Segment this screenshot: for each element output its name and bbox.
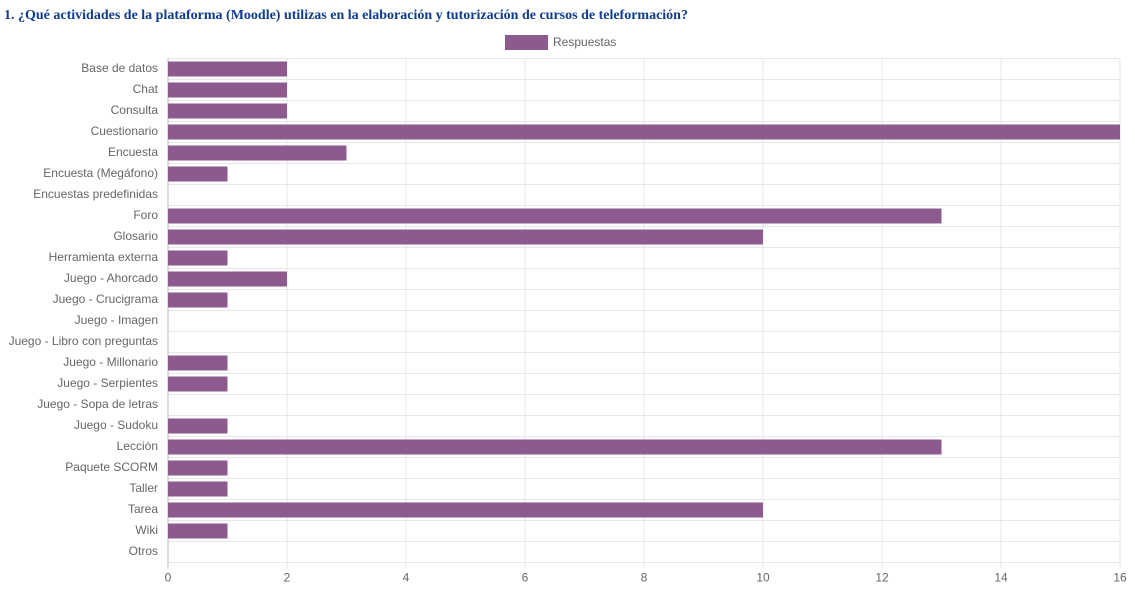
y-tick-label: Juego - Imagen [75,313,158,327]
bar [168,460,228,476]
bar [168,82,287,98]
bar [168,103,287,119]
chart-title: 1. ¿Qué actividades de la plataforma (Mo… [4,8,688,23]
y-tick-label: Otros [129,544,158,558]
y-tick-label: Glosario [113,229,158,243]
x-tick-label: 16 [1113,571,1127,585]
bar [168,61,287,77]
x-tick-label: 0 [165,571,172,585]
y-tick-label: Juego - Millonario [63,355,158,369]
y-tick-label: Consulta [111,103,159,117]
y-tick-label: Encuesta (Megáfono) [43,166,158,180]
legend-label: Respuestas [553,35,616,49]
bar [168,124,1120,140]
bar [168,523,228,539]
bar [168,208,942,224]
x-tick-label: 8 [641,571,648,585]
y-tick-label: Foro [133,208,158,222]
y-tick-label: Juego - Sudoku [74,418,158,432]
y-tick-label: Lección [117,439,158,453]
y-tick-label: Juego - Serpientes [57,376,158,390]
x-tick-label: 14 [994,571,1008,585]
y-tick-label: Cuestionario [91,124,159,138]
legend-swatch [505,35,548,50]
x-tick-label: 12 [875,571,889,585]
y-tick-label: Wiki [135,523,158,537]
x-tick-label: 2 [284,571,291,585]
y-tick-label: Base de datos [81,61,158,75]
bar [168,250,228,266]
y-tick-label: Juego - Crucigrama [53,292,159,306]
bar [168,502,763,518]
bar [168,481,228,497]
y-tick-label: Encuestas predefinidas [33,187,158,201]
y-tick-label: Encuesta [108,145,158,159]
bar [168,229,763,245]
y-tick-label: Juego - Sopa de letras [37,397,158,411]
bar [168,439,942,455]
y-tick-label: Chat [133,82,159,96]
y-tick-label: Tarea [128,502,158,516]
x-tick-label: 6 [522,571,529,585]
bar [168,292,228,308]
x-tick-label: 10 [756,571,770,585]
y-tick-label: Herramienta externa [49,250,159,264]
y-tick-label: Taller [129,481,158,495]
y-tick-label: Juego - Libro con preguntas [9,334,158,348]
bar [168,145,347,161]
bar [168,376,228,392]
bar [168,166,228,182]
x-tick-label: 4 [403,571,410,585]
y-tick-label: Paquete SCORM [65,460,158,474]
bar [168,355,228,371]
bar [168,418,228,434]
y-tick-label: Juego - Ahorcado [64,271,158,285]
bar [168,271,287,287]
